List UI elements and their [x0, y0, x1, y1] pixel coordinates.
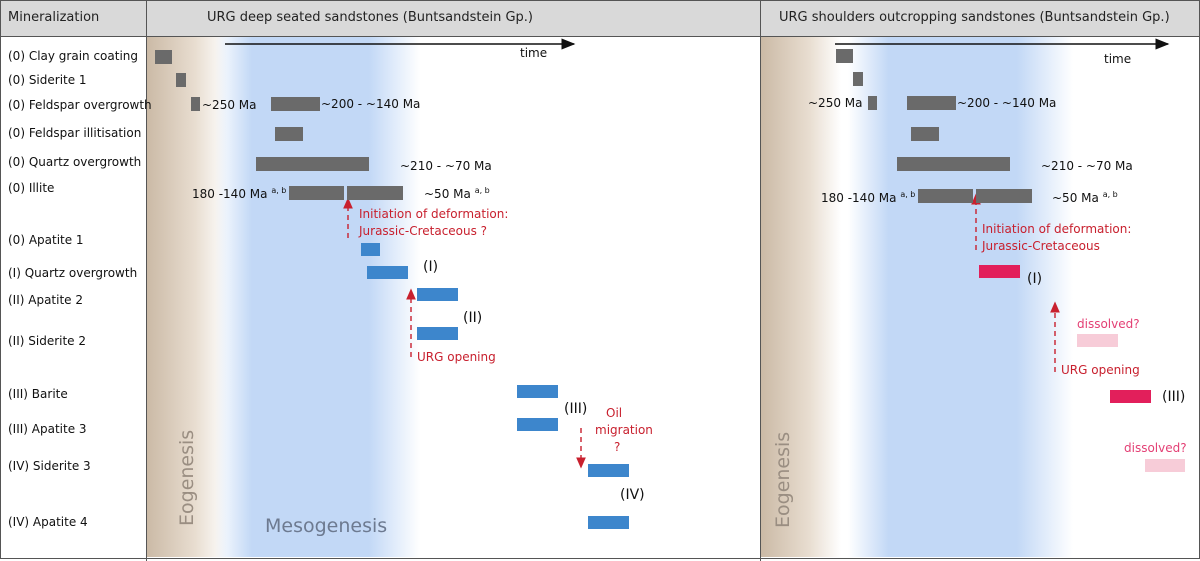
bar-illite-early-right [918, 189, 973, 203]
row-label: (0) Apatite 1 [8, 233, 84, 247]
oil-label-2: migration [595, 423, 653, 437]
eogenesis-label-right: Eogenesis [772, 431, 794, 528]
deformation-label-left-2: Jurassic-Cretaceous ? [359, 224, 488, 238]
oil-label-1: Oil [606, 406, 623, 420]
row-label: (III) Apatite 3 [8, 422, 87, 436]
illite-late-age-left: ~50 Ma a, b [424, 186, 490, 201]
bar-siderite-1 [176, 73, 186, 87]
row-label: (0) Feldspar overgrowth [8, 98, 152, 112]
illite-late-text: ~50 Ma [1052, 191, 1099, 205]
bar-barite [517, 385, 558, 398]
stage-label-II-left: (II) [463, 310, 483, 326]
bar-feldspar-overgrowth-b [271, 97, 320, 111]
bar-siderite-1-right [853, 72, 863, 86]
row-label: (I) Quartz overgrowth [8, 266, 138, 280]
bar-feldspar-overgrowth-a [191, 97, 200, 111]
bar-clay-grain-coating [155, 50, 172, 64]
ref-superscript: a, b [271, 186, 287, 195]
age-210-70-left: ~210 - ~70 Ma [400, 159, 492, 173]
deformation-label-right-2: Jurassic-Cretaceous [982, 239, 1100, 253]
illite-late-age-right: ~50 Ma a, b [1052, 190, 1118, 205]
bar-feldspar-illitisation [275, 127, 303, 141]
ref-superscript: a, b [474, 186, 490, 195]
header-deep-sandstones: URG deep seated sandstones (Buntsandstei… [147, 0, 760, 36]
stage-label-IV-left: (IV) [620, 487, 645, 503]
bar-feldspar-illitisation-right [911, 127, 939, 141]
oil-label-3: ? [614, 440, 621, 454]
bar-clay-grain-coating-right [836, 49, 853, 63]
bar-siderite-3 [588, 464, 629, 477]
bar-apatite-4 [588, 516, 629, 529]
dissolved-label-2: dissolved? [1124, 441, 1187, 455]
bar-siderite-2 [417, 327, 458, 340]
bar-quartz-overgrowth-I [367, 266, 408, 279]
bar-illite-early [289, 186, 344, 200]
urg-opening-label-left: URG opening [417, 350, 496, 364]
age-250-left: ~250 Ma [202, 98, 257, 112]
time-label-left: time [520, 46, 548, 60]
deformation-label-left-1: Initiation of deformation: [359, 207, 509, 221]
stage-label-III-right: (III) [1162, 389, 1186, 405]
bar-apatite-2 [417, 288, 458, 301]
eogenesis-label-left: Eogenesis [176, 429, 198, 526]
bar-quartz-overgrowth [256, 157, 369, 171]
bar-illite-late-right [976, 189, 1032, 203]
bar-illite-late [347, 186, 403, 200]
header-shoulder-sandstones: URG shoulders outcropping sandstones (Bu… [761, 0, 1200, 36]
bar-feldspar-overgrowth-b-right [907, 96, 956, 110]
stage-label-I-left: (I) [423, 259, 439, 275]
bar-quartz-overgrowth-I-right [979, 265, 1020, 278]
age-250-right: ~250 Ma [808, 96, 863, 110]
bar-feldspar-overgrowth-a-right [868, 96, 877, 110]
row-label: (II) Siderite 2 [8, 334, 87, 348]
time-label-right: time [1104, 52, 1132, 66]
illite-early-age-left: 180 -140 Ma a, b [192, 186, 286, 201]
mesogenesis-band-right [848, 37, 1073, 557]
age-200-140-right: ~200 - ~140 Ma [957, 96, 1057, 110]
bar-barite-right [1110, 390, 1151, 403]
divider-middle [760, 0, 761, 561]
header-mineralization: Mineralization [0, 0, 146, 36]
row-label: (0) Feldspar illitisation [8, 126, 142, 140]
bar-quartz-overgrowth-right [897, 157, 1010, 171]
ref-superscript: a, b [1102, 190, 1118, 199]
eogenesis-band-right [761, 37, 841, 557]
illite-early-text: 180 -140 Ma [821, 191, 897, 205]
illite-late-text: ~50 Ma [424, 187, 471, 201]
divider-left [146, 0, 147, 561]
row-label: (IV) Siderite 3 [8, 459, 91, 473]
row-label: (0) Clay grain coating [8, 49, 139, 63]
row-label: (II) Apatite 2 [8, 293, 84, 307]
urg-opening-label-right: URG opening [1061, 363, 1140, 377]
mesogenesis-band-left [215, 37, 420, 557]
mesogenesis-label: Mesogenesis [265, 515, 388, 537]
deformation-label-right-1: Initiation of deformation: [982, 222, 1132, 236]
illite-early-text: 180 -140 Ma [192, 187, 268, 201]
bar-dissolved-1 [1077, 334, 1118, 347]
row-label: (III) Barite [8, 387, 68, 401]
bar-apatite-1 [361, 243, 380, 256]
illite-early-age-right: 180 -140 Ma a, b [821, 190, 915, 205]
stage-label-I-right: (I) [1027, 271, 1043, 287]
row-label: (0) Illite [8, 181, 55, 195]
bar-apatite-3 [517, 418, 558, 431]
dissolved-label-1: dissolved? [1077, 317, 1140, 331]
ref-superscript: a, b [900, 190, 916, 199]
eogenesis-band-left [147, 37, 227, 557]
age-200-140-left: ~200 - ~140 Ma [321, 97, 421, 111]
age-210-70-right: ~210 - ~70 Ma [1041, 159, 1133, 173]
row-label: (0) Siderite 1 [8, 73, 87, 87]
bar-dissolved-2 [1145, 459, 1185, 472]
row-label: (0) Quartz overgrowth [8, 155, 142, 169]
header-divider [0, 36, 1200, 37]
stage-label-III-left: (III) [564, 401, 588, 417]
row-label: (IV) Apatite 4 [8, 515, 88, 529]
